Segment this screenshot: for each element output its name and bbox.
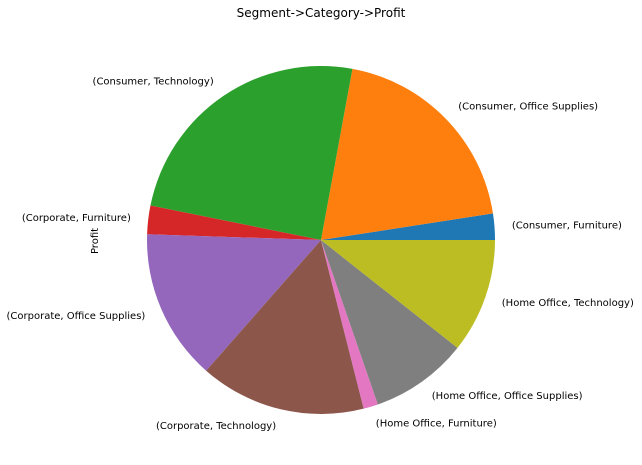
pie-slice-label: (Home Office, Furniture) (376, 418, 497, 429)
y-axis-label: Profit (90, 228, 101, 254)
pie-slice-label: (Home Office, Technology) (502, 298, 634, 309)
pie-slice (321, 240, 458, 405)
pie-slice-label: (Consumer, Furniture) (512, 220, 622, 231)
pie-slice (321, 240, 495, 348)
pie-slice-label: (Consumer, Technology) (93, 76, 214, 87)
pie-slice-label: (Consumer, Office Supplies) (458, 102, 598, 113)
pie-slice-label: (Corporate, Technology) (156, 421, 276, 432)
pie-slice (321, 68, 493, 240)
pie-slices (147, 66, 495, 414)
pie-slice-label: (Corporate, Furniture) (22, 213, 131, 224)
pie-slice (321, 240, 378, 409)
pie-labels: (Consumer, Furniture) (Consumer, Office S… (7, 76, 634, 432)
pie-slice (147, 205, 321, 240)
pie-slice (206, 240, 364, 414)
pie-slice (150, 66, 353, 241)
pie-slice-label: (Corporate, Office Supplies) (7, 311, 146, 322)
chart-title: Segment->Category->Profit (237, 6, 406, 20)
pie-slice-label: (Home Office, Office Supplies) (432, 391, 583, 402)
pie-slice (321, 213, 495, 240)
pie-slice (147, 234, 321, 371)
